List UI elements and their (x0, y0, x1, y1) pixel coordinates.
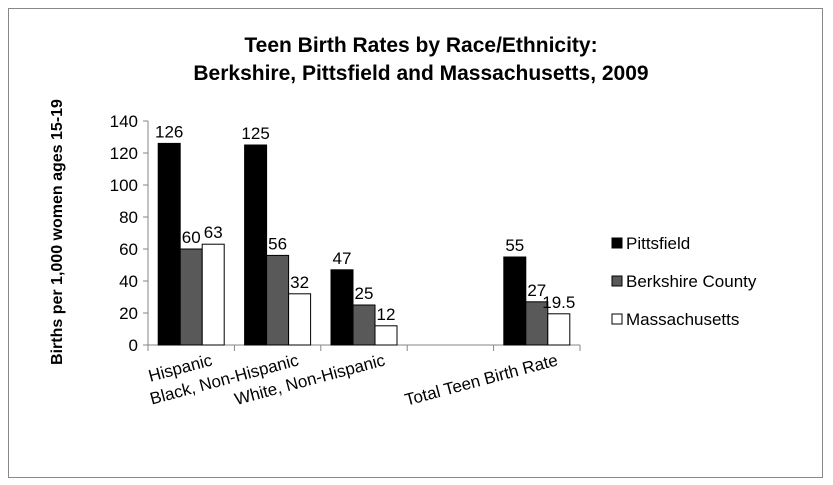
bar-massachusetts (374, 325, 398, 346)
category-label: Total Teen Birth Rate (403, 351, 560, 410)
data-label: 27 (527, 281, 546, 300)
y-tick-label: 140 (110, 112, 138, 131)
bar-berkshire-county (179, 248, 203, 346)
legend-label: Pittsfield (626, 234, 690, 253)
data-label: 32 (290, 273, 309, 292)
data-label: 19.5 (542, 293, 575, 312)
bar-berkshire-county (266, 254, 290, 346)
bars (157, 142, 571, 346)
chart-title-line-2: Berkshire, Pittsfield and Massachusetts,… (193, 62, 648, 85)
bar-massachusetts (201, 243, 225, 346)
data-label: 55 (505, 236, 524, 255)
data-label: 25 (355, 284, 374, 303)
y-tick-label: 100 (110, 176, 138, 195)
y-tick-label: 120 (110, 144, 138, 163)
y-tick-label: 0 (129, 336, 138, 355)
y-tick-label: 80 (119, 208, 138, 227)
legend-swatch (611, 275, 623, 287)
legend-label: Massachusetts (626, 310, 739, 329)
data-label: 126 (155, 122, 183, 141)
data-label: 56 (268, 234, 287, 253)
data-label: 47 (333, 249, 352, 268)
bar-pittsfield (244, 144, 268, 346)
data-label: 63 (204, 223, 223, 242)
y-tick-label: 60 (119, 240, 138, 259)
bar-berkshire-county (352, 304, 376, 346)
data-label: 125 (241, 124, 269, 143)
bar-massachusetts (288, 293, 312, 346)
bar-massachusetts (547, 313, 571, 346)
legend-swatch (611, 237, 623, 249)
y-tick-label: 20 (119, 304, 138, 323)
bar-pittsfield (157, 142, 181, 346)
legend-label: Berkshire County (626, 272, 757, 291)
chart-title-line-1: Teen Birth Rates by Race/Ethnicity: (244, 34, 597, 57)
bar-pittsfield (503, 256, 527, 346)
chart-frame (8, 8, 823, 478)
legend: Pittsfield Berkshire County Massachusetts (611, 234, 757, 329)
bar-pittsfield (330, 269, 354, 346)
chart-title: Teen Birth Rates by Race/Ethnicity: Berk… (193, 34, 648, 85)
data-label: 12 (377, 305, 396, 324)
data-label: 60 (182, 228, 201, 247)
y-tick-label: 40 (119, 272, 138, 291)
legend-swatch (611, 313, 623, 325)
y-axis-label: Births per 1,000 women ages 15-19 (49, 99, 66, 365)
